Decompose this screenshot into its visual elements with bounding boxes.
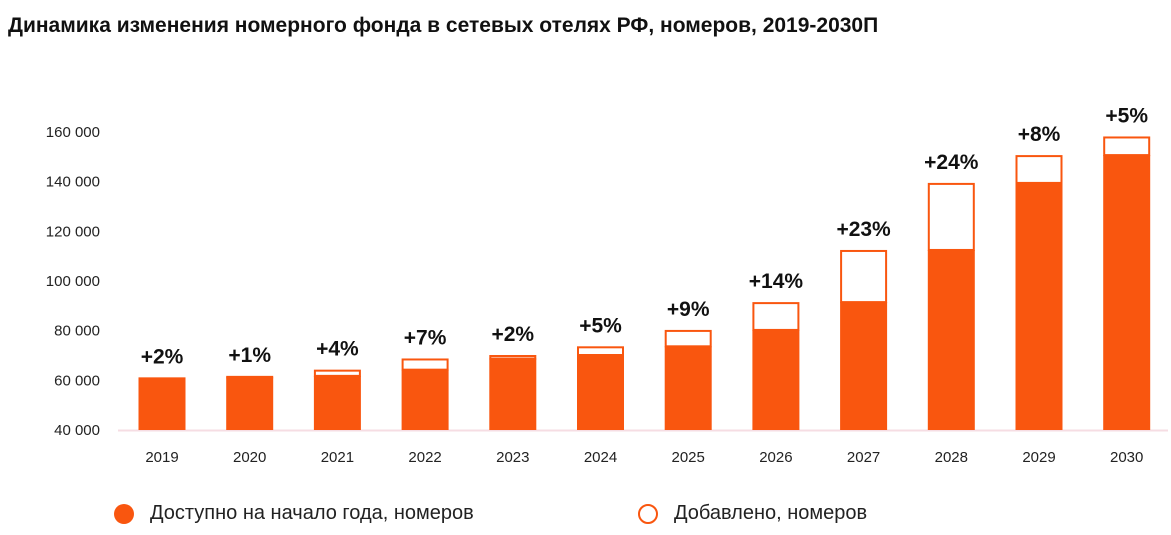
bar-added xyxy=(840,249,888,304)
legend-filled-circle-icon xyxy=(114,503,134,524)
data-label: +23% xyxy=(836,218,891,241)
y-tick-label: 60 000 xyxy=(54,372,100,389)
y-tick-label: 140 000 xyxy=(46,174,100,191)
bar-available xyxy=(313,375,361,430)
bar-available xyxy=(752,329,800,430)
bar-added xyxy=(664,329,712,348)
y-tick-label: 40 000 xyxy=(54,422,100,439)
data-label: +1% xyxy=(228,344,271,367)
bar-available xyxy=(577,355,624,430)
bar-available xyxy=(927,249,975,430)
legend-item-available: Доступно на начало года, номеров xyxy=(114,502,474,525)
x-tick-label: 2019 xyxy=(145,449,178,466)
data-label: +7% xyxy=(404,326,447,349)
y-tick-label: 100 000 xyxy=(46,273,100,290)
data-label: +5% xyxy=(579,314,622,337)
bar-available xyxy=(138,380,186,430)
data-label: +4% xyxy=(316,338,359,361)
bar-added xyxy=(401,358,449,371)
data-label: +2% xyxy=(491,323,534,346)
bar-added xyxy=(752,302,800,331)
bar-available xyxy=(840,302,888,430)
data-label: +5% xyxy=(1105,104,1148,127)
bar-added xyxy=(927,182,975,251)
bar-available xyxy=(489,358,537,430)
data-label: +2% xyxy=(141,345,184,368)
bar-available xyxy=(1103,155,1151,430)
y-tick-label: 80 000 xyxy=(54,323,100,340)
bar-added xyxy=(489,355,537,360)
data-label: +8% xyxy=(1018,123,1061,146)
bar-added xyxy=(1103,136,1151,157)
chart-title: Динамика изменения номерного фонда в сет… xyxy=(8,14,879,37)
x-tick-label: 2021 xyxy=(321,449,354,466)
x-tick-label: 2025 xyxy=(672,449,705,466)
x-tick-label: 2028 xyxy=(935,449,968,466)
bar-added xyxy=(577,346,624,357)
x-tick-label: 2020 xyxy=(233,449,266,466)
bar-available xyxy=(664,346,712,430)
x-tick-label: 2029 xyxy=(1022,449,1055,466)
bar-added xyxy=(138,377,186,382)
data-label: +14% xyxy=(749,270,804,293)
data-label: +24% xyxy=(924,151,979,174)
y-tick-label: 160 000 xyxy=(46,124,100,141)
x-tick-label: 2023 xyxy=(496,449,529,466)
x-tick-label: 2024 xyxy=(584,449,617,466)
bar-available xyxy=(1015,182,1063,430)
x-tick-label: 2026 xyxy=(759,449,792,466)
legend-hollow-circle-icon xyxy=(638,503,658,524)
data-label: +9% xyxy=(667,298,710,321)
bar-available xyxy=(226,377,274,430)
y-tick-label: 120 000 xyxy=(46,223,100,240)
x-tick-label: 2027 xyxy=(847,449,880,466)
bar-added xyxy=(1015,155,1063,184)
bar-added xyxy=(313,369,361,377)
legend-label: Добавлено, номеров xyxy=(674,502,868,524)
bar-available xyxy=(401,369,449,430)
legend-label: Доступно на начало года, номеров xyxy=(150,502,474,524)
x-tick-label: 2022 xyxy=(408,449,441,466)
legend-item-added: Добавлено, номеров xyxy=(638,502,867,525)
x-tick-label: 2030 xyxy=(1110,449,1143,466)
